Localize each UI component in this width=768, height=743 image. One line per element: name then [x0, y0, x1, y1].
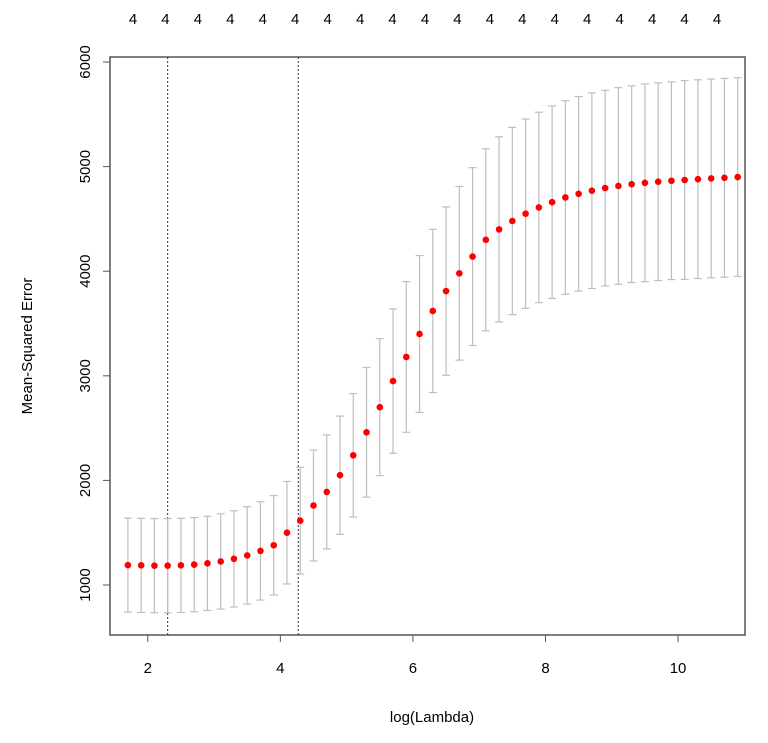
point: [548, 198, 556, 206]
point: [137, 562, 145, 569]
x-tick-label: 6: [409, 660, 417, 677]
point: [654, 178, 662, 185]
point: [522, 210, 529, 217]
y-tick-label: 1000: [77, 568, 94, 601]
top-label: 4: [551, 11, 559, 28]
point: [429, 307, 437, 315]
top-label: 4: [518, 11, 526, 28]
point: [456, 270, 463, 277]
x-tick-label: 8: [541, 660, 549, 677]
top-label: 4: [129, 11, 137, 28]
point: [363, 428, 370, 436]
point: [442, 287, 450, 295]
top-label: 4: [161, 11, 169, 28]
x-tick-label: 10: [670, 660, 687, 677]
point: [707, 175, 715, 182]
point: [310, 502, 317, 509]
top-label: 4: [421, 11, 429, 28]
point: [190, 561, 198, 568]
top-label: 4: [226, 11, 234, 28]
y-tick-label: 2000: [77, 464, 94, 497]
point: [681, 176, 688, 184]
point: [482, 236, 490, 244]
point: [151, 562, 158, 569]
point: [416, 330, 423, 338]
point: [641, 179, 649, 187]
point: [509, 217, 516, 225]
top-label: 4: [291, 11, 299, 28]
point: [721, 174, 728, 182]
top-label: 4: [323, 11, 331, 28]
point: [668, 177, 675, 185]
x-axis-label: log(Lambda): [390, 709, 474, 726]
point: [177, 562, 185, 569]
point: [562, 194, 569, 201]
point: [217, 558, 224, 565]
top-label: 4: [713, 11, 721, 28]
x-tick-label: 4: [276, 660, 284, 677]
top-label: 4: [583, 11, 591, 28]
top-label: 4: [356, 11, 364, 28]
top-label: 4: [648, 11, 656, 28]
point: [389, 377, 397, 385]
top-label: 4: [388, 11, 396, 28]
y-tick-label: 3000: [77, 359, 94, 392]
point: [124, 561, 132, 569]
point: [588, 187, 596, 194]
point: [243, 552, 251, 559]
point: [694, 175, 702, 183]
point: [535, 204, 543, 211]
top-label: 4: [259, 11, 267, 28]
point: [601, 184, 609, 192]
point: [336, 471, 344, 479]
x-tick-label: 2: [144, 660, 152, 677]
point: [230, 555, 238, 563]
y-tick-label: 6000: [77, 45, 94, 78]
point: [615, 182, 622, 190]
point: [402, 353, 410, 361]
point: [376, 403, 384, 411]
point: [469, 253, 476, 260]
point: [204, 560, 211, 567]
top-label: 4: [453, 11, 461, 28]
point: [323, 488, 331, 496]
point: [734, 173, 742, 181]
top-label: 4: [680, 11, 688, 28]
top-label: 4: [486, 11, 494, 28]
top-label: 4: [194, 11, 202, 28]
point: [283, 529, 291, 537]
y-tick-label: 5000: [77, 150, 94, 183]
point: [495, 226, 503, 233]
y-tick-label: 4000: [77, 255, 94, 288]
y-axis-label: Mean-Squared Error: [19, 278, 36, 415]
point: [270, 541, 278, 549]
point: [296, 517, 304, 524]
point: [164, 562, 171, 569]
point: [257, 547, 264, 555]
plot-frame: [109, 56, 746, 636]
point: [628, 180, 635, 188]
top-label: 4: [615, 11, 623, 28]
point: [349, 452, 357, 459]
point: [575, 190, 582, 198]
